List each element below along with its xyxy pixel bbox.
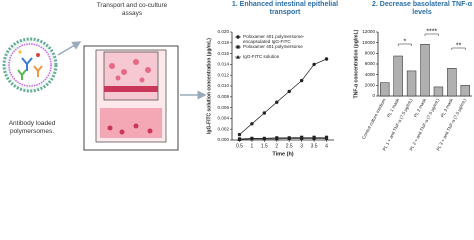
y-tick-label: 8000 bbox=[365, 51, 376, 56]
y-tick-label: 0.000 bbox=[218, 137, 230, 142]
marker bbox=[237, 137, 242, 142]
significance: **** bbox=[426, 28, 437, 35]
marker bbox=[274, 136, 279, 141]
marker bbox=[287, 136, 292, 140]
y-tick-label: 0.006 bbox=[218, 105, 230, 110]
marker bbox=[299, 136, 304, 140]
marker bbox=[299, 78, 304, 83]
x-tick-label: PL 2 + anti TNF-α (7.5 µg/mL) bbox=[409, 97, 441, 151]
bar bbox=[393, 55, 403, 97]
x-tick-label: 2.5 bbox=[286, 143, 293, 149]
y-axis-label: IgG-FITC solution concentration (µg/mL) bbox=[206, 38, 212, 134]
transwell-illustration bbox=[83, 45, 179, 151]
significance: * bbox=[403, 38, 406, 45]
legend-label: IgG-FITC solution bbox=[243, 54, 280, 59]
polymersome-illustration bbox=[2, 37, 58, 93]
x-tick-label: PL 3 + anti TNF-α (7.5 µg/mL) bbox=[435, 97, 467, 151]
marker bbox=[275, 100, 279, 104]
marker bbox=[312, 62, 316, 67]
marker bbox=[237, 132, 242, 137]
bar bbox=[380, 82, 390, 97]
marker bbox=[262, 136, 267, 141]
figure: 0.000 0.002 0.004 0.006 0.008 0.010 0.012 0.014… bbox=[2, 28, 472, 157]
y-axis-label: TNF-α concentration (pg/mL) bbox=[353, 29, 359, 98]
marker bbox=[324, 136, 329, 140]
x-tick-label: 4 bbox=[325, 143, 328, 149]
x-tick-label: Control culture medium bbox=[361, 97, 387, 140]
x-tick-label: PL 1 mask bbox=[386, 97, 400, 118]
legend-label: Poloxamer 401 polymersome bbox=[243, 44, 303, 49]
bar bbox=[460, 85, 470, 97]
marker bbox=[287, 89, 291, 94]
marker bbox=[312, 136, 317, 140]
bracket bbox=[397, 43, 412, 46]
x-tick-label: PL 2 mask bbox=[413, 97, 427, 118]
y-tick-label: 0.016 bbox=[218, 51, 230, 56]
x-tick-label: 3 bbox=[300, 143, 303, 149]
bar bbox=[420, 44, 430, 97]
legend-label: Poloxamer 401 polymersome-encapsulated I… bbox=[243, 34, 305, 45]
y-tick-label: 0.020 bbox=[218, 29, 230, 34]
x-tick-label: 0.5 bbox=[236, 143, 243, 149]
y-tick-label: 0.004 bbox=[218, 116, 230, 121]
bracket bbox=[424, 33, 439, 36]
y-tick-label: 4000 bbox=[365, 72, 376, 77]
y-tick-label: 0 bbox=[372, 93, 375, 98]
x-tick-label: 1 bbox=[251, 143, 254, 149]
assay-label: Transport and co-culture assays bbox=[96, 2, 168, 17]
y-tick-label: 0.018 bbox=[218, 40, 230, 45]
y-tick-label: 6000 bbox=[365, 61, 376, 66]
significance: ** bbox=[456, 42, 462, 49]
y-tick-label: 12000 bbox=[362, 29, 375, 34]
graphical-abstract: 0.000 0.002 0.004 0.006 0.008 0.010 0.012 0.014… bbox=[2, 1, 473, 157]
bar bbox=[406, 70, 417, 97]
y-tick-label: 0.010 bbox=[218, 83, 230, 88]
bar bbox=[447, 68, 457, 97]
y-tick-label: 0.014 bbox=[218, 62, 230, 67]
marker bbox=[250, 122, 254, 126]
bracket bbox=[451, 47, 466, 50]
marker bbox=[324, 57, 329, 61]
series-line bbox=[239, 136, 327, 140]
marker bbox=[249, 136, 254, 141]
y-tick-label: 10000 bbox=[362, 40, 375, 45]
y-tick-label: 0.012 bbox=[218, 72, 230, 77]
marker bbox=[262, 111, 267, 115]
polymersome-label: Antibody loaded polymersomes. bbox=[8, 120, 56, 135]
x-tick-label: 1.5 bbox=[261, 143, 268, 149]
arrow bbox=[57, 41, 82, 56]
chart-title: 2. Decrease basolateral TNF-α levels bbox=[372, 1, 473, 16]
x-tick-label: PL 1 + anti TNF-α (7.5 µg/mL) bbox=[382, 97, 414, 151]
x-tick-label: 3.5 bbox=[311, 143, 318, 149]
x-tick-label: PL 3 mask bbox=[440, 97, 454, 118]
bar bbox=[433, 86, 444, 97]
x-tick-label: 2 bbox=[275, 143, 278, 149]
series-line bbox=[239, 58, 327, 135]
x-axis-label: Time (h) bbox=[272, 151, 293, 157]
y-tick-label: 2000 bbox=[365, 83, 376, 88]
y-tick-label: 0.008 bbox=[218, 94, 230, 99]
series-line bbox=[239, 138, 327, 140]
chart-title: 1. Enhanced intestinal epithelial transp… bbox=[231, 1, 339, 16]
y-tick-label: 0.002 bbox=[218, 126, 230, 131]
